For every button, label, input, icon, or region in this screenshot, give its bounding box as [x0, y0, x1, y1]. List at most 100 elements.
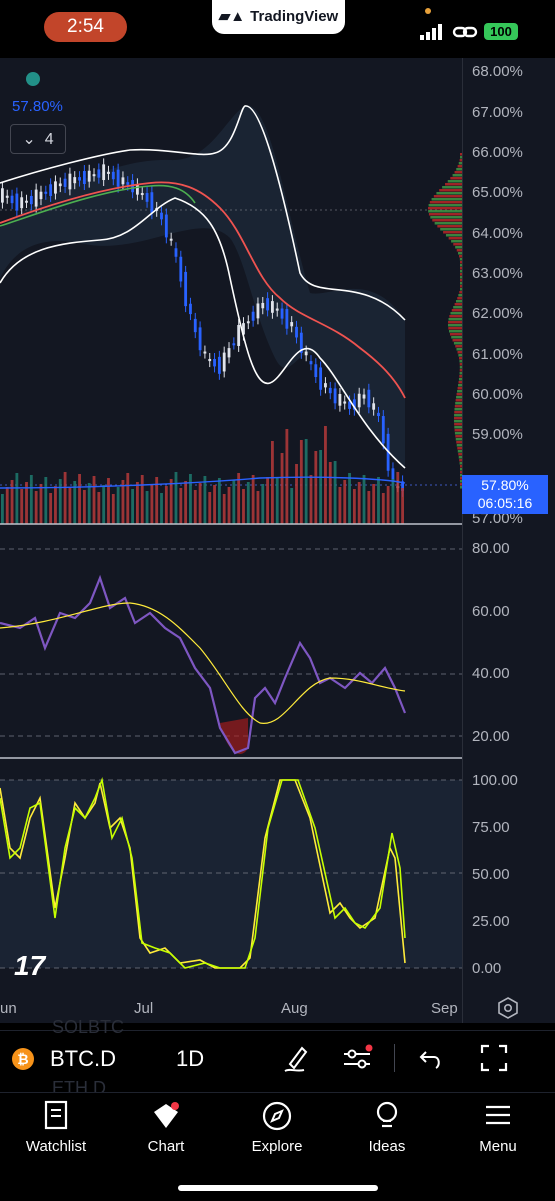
- rsi-oversold-fill: [220, 718, 248, 754]
- volume-profile-bar: [440, 228, 462, 231]
- rsi-axis-label: 80.00: [472, 540, 510, 557]
- volume-profile-bar: [454, 405, 462, 408]
- volume-bar: [227, 487, 231, 524]
- drawing-tool-icon[interactable]: [282, 1044, 310, 1074]
- volume-profile-bar: [459, 159, 462, 162]
- price-axis-label: 68.00%: [472, 63, 523, 80]
- volume-bar: [29, 475, 33, 524]
- bar-countdown: 06:05:16: [477, 495, 533, 511]
- volume-profile-bar: [460, 276, 462, 279]
- volume-bar: [189, 474, 192, 524]
- link-icon: [452, 26, 478, 38]
- bitcoin-icon: ₿: [12, 1048, 34, 1070]
- volume-bar: [377, 477, 380, 524]
- volume-bar: [49, 493, 53, 524]
- volume-profile-bar: [428, 207, 462, 210]
- symbol-button[interactable]: BTC.D: [50, 1046, 116, 1071]
- volume-bar: [92, 476, 96, 524]
- price-axis[interactable]: [462, 58, 555, 1023]
- volume-profile-bar: [458, 384, 462, 387]
- volume-profile-bar: [443, 231, 462, 234]
- nav-menu[interactable]: Menu: [448, 1100, 548, 1155]
- volume-profile-bar: [451, 309, 462, 312]
- volume-profile-bar: [458, 252, 462, 255]
- volume-bar: [58, 479, 62, 524]
- volume-profile-bar: [449, 333, 462, 336]
- chart-settings-icon[interactable]: [497, 997, 519, 1019]
- volume-bar: [1, 494, 4, 524]
- market-status-icon[interactable]: [26, 72, 40, 86]
- privacy-indicator-icon: [425, 8, 431, 14]
- app-badge-label: TradingView: [250, 8, 339, 25]
- volume-profile-bar: [460, 156, 462, 159]
- volume-bar: [290, 488, 294, 524]
- volume-profile-bar: [458, 354, 462, 357]
- nav-watchlist[interactable]: Watchlist: [6, 1100, 106, 1155]
- indicators-collapse-button[interactable]: ⌄ 4: [10, 124, 66, 154]
- compass-icon: [262, 1101, 292, 1131]
- volume-profile-bar: [456, 444, 462, 447]
- volume-profile-bar: [448, 330, 462, 333]
- volume-profile-bar: [460, 267, 462, 270]
- volume-profile-bar: [436, 192, 462, 195]
- volume-profile-bar: [452, 339, 462, 342]
- bottom-navigation: [0, 1092, 555, 1201]
- nav-explore[interactable]: Explore: [227, 1100, 327, 1155]
- stoch-axis-label: 0.00: [472, 960, 502, 977]
- volume-bar: [246, 482, 250, 524]
- volume-bar: [232, 480, 236, 524]
- volume-profile-bar: [460, 270, 462, 273]
- symbol-scroll-ghost: SOLBTC: [52, 1017, 125, 1037]
- price-axis-label: 63.00%: [472, 265, 523, 282]
- volume-bar: [102, 485, 106, 524]
- volume-profile-bar: [460, 474, 462, 477]
- volume-profile-bar: [454, 414, 462, 417]
- price-axis-label: 61.00%: [472, 346, 523, 363]
- volume-profile-bar: [448, 318, 462, 321]
- app-badge[interactable]: ▰▲ TradingView: [212, 0, 345, 34]
- volume-bar: [362, 475, 366, 524]
- volume-bar: [222, 494, 226, 524]
- interval-button[interactable]: 1D: [176, 1046, 205, 1071]
- lightbulb-icon: [376, 1101, 398, 1128]
- price-axis-label: 64.00%: [472, 225, 523, 242]
- undo-icon[interactable]: [418, 1048, 444, 1070]
- volume-bar: [203, 476, 207, 524]
- volume-bar: [372, 484, 376, 524]
- nav-chart[interactable]: Chart: [116, 1100, 216, 1155]
- volume-bar: [309, 475, 313, 524]
- volume-profile-bar: [451, 336, 462, 339]
- volume-bar: [87, 483, 91, 524]
- volume-profile-bar: [448, 321, 462, 324]
- volume-profile-bar: [457, 390, 462, 393]
- fullscreen-icon[interactable]: [480, 1044, 508, 1072]
- volume-profile-bar: [432, 219, 462, 222]
- volume-profile-bar: [459, 372, 462, 375]
- nav-ideas[interactable]: Ideas: [337, 1100, 437, 1155]
- volume-profile-bar: [460, 480, 462, 483]
- volume-profile-bar: [458, 456, 462, 459]
- volume-profile-bar: [457, 387, 462, 390]
- volume-bar: [97, 492, 101, 524]
- volume-profile-bar: [455, 402, 462, 405]
- nav-chart-label: Chart: [147, 1138, 185, 1155]
- volume-profile-bar: [454, 303, 462, 306]
- stoch-axis-label: 100.00: [472, 772, 518, 789]
- price-axis-label: 60.00%: [472, 386, 523, 403]
- indicators-icon[interactable]: [342, 1044, 374, 1074]
- chart-icon: [154, 1102, 179, 1128]
- volume-bar: [314, 451, 318, 524]
- volume-bar: [121, 480, 125, 524]
- volume-bar: [208, 492, 212, 524]
- time-axis-label: un: [0, 1000, 17, 1017]
- volume-profile-bar: [454, 426, 462, 429]
- volume-profile-bar: [460, 483, 462, 486]
- volume-bar: [44, 477, 48, 524]
- volume-bar: [319, 450, 323, 524]
- volume-bar: [381, 493, 385, 524]
- volume-profile-bar: [458, 378, 462, 381]
- volume-profile-bar: [457, 351, 462, 354]
- volume-bar: [333, 461, 337, 524]
- volume-profile-bar: [460, 273, 462, 276]
- rsi-line: [0, 574, 407, 755]
